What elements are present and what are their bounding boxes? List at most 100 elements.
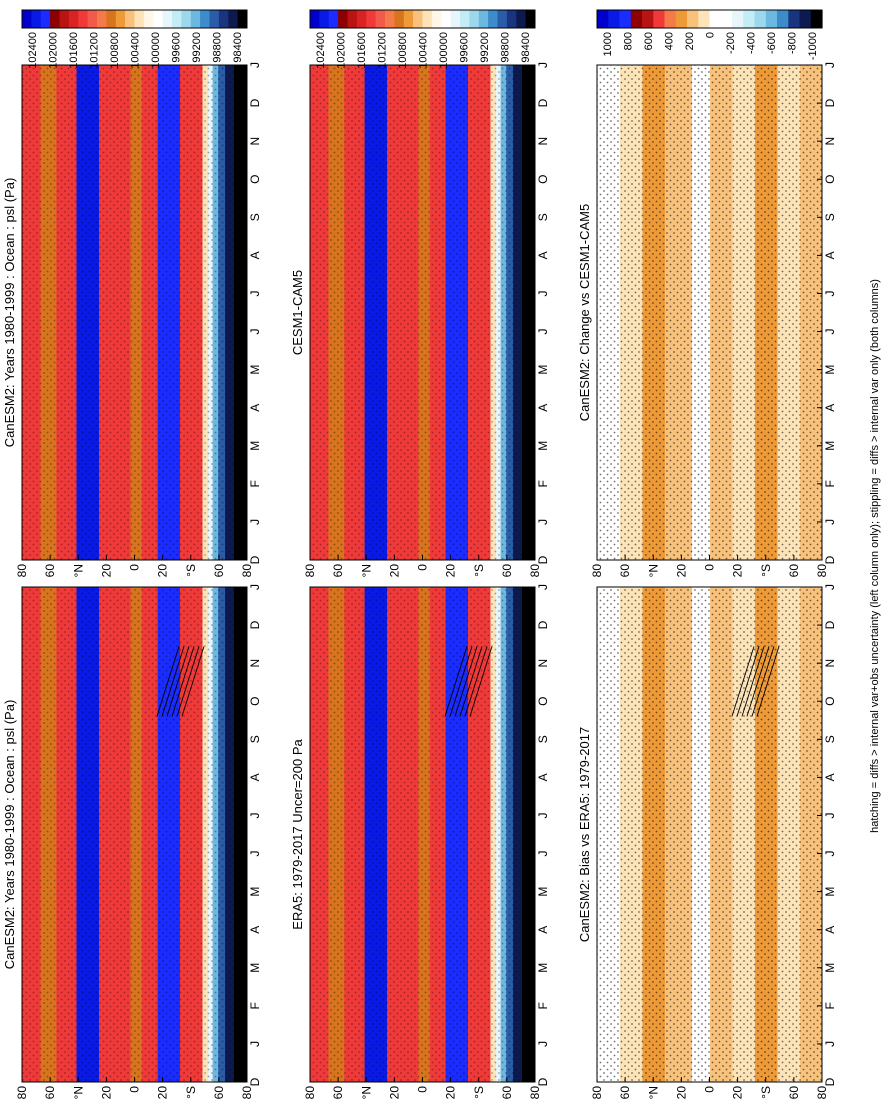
stippling — [597, 65, 822, 560]
lat-label: 60 — [212, 1086, 226, 1100]
month-label: O — [536, 697, 550, 706]
lat-label: 60 — [787, 564, 801, 578]
lat-label: 60 — [331, 564, 345, 578]
colorbar-swatch — [525, 10, 536, 28]
colorbar-swatch — [516, 10, 527, 28]
panel-title: CanESM2: Bias vs ERA5: 1979-2017 — [577, 727, 592, 942]
hatch-line — [459, 646, 483, 717]
colorbar-swatch — [200, 10, 210, 28]
month-label: F — [536, 1002, 550, 1009]
panel-p4: D J F M A M J J A S O N D J 80 60 °N 20 0 20 °S 60 80 CESM1-CAM… — [290, 9, 550, 578]
colorbar-swatch — [642, 10, 654, 28]
month-label: S — [536, 213, 550, 221]
colorbar-swatch — [328, 10, 339, 28]
colorbar-swatch — [31, 10, 42, 28]
lat-label: 60 — [43, 564, 57, 578]
month-label: D — [536, 555, 550, 564]
month-label: A — [248, 404, 262, 412]
month-label: J — [823, 851, 837, 857]
colorbar-swatch — [209, 10, 220, 28]
month-label: O — [823, 697, 837, 706]
colorbar-swatch — [125, 10, 135, 28]
hatch-line — [464, 646, 488, 717]
lat-label: 20 — [731, 1086, 745, 1100]
colorbar-label: 102400 — [27, 32, 39, 69]
lat-label: 0 — [416, 564, 430, 571]
colorbar-swatch — [68, 10, 79, 28]
colorbar-label: -1000 — [807, 32, 819, 60]
lat-label: 80 — [590, 564, 604, 578]
panel-title: CanESM2: Years 1980-1999 : Ocean : psl (… — [2, 178, 17, 448]
lat-label: 60 — [500, 564, 514, 578]
month-label: A — [823, 404, 837, 412]
colorbar-label: 0 — [705, 32, 717, 38]
month-label: O — [248, 175, 262, 184]
lat-label: 80 — [303, 564, 317, 578]
colorbar-label: 600 — [643, 32, 655, 50]
hatch-line — [171, 646, 195, 717]
month-label: A — [536, 926, 550, 934]
lat-label: °S — [184, 1086, 198, 1099]
lat-label: °N — [71, 1086, 85, 1099]
colorbar-label: 99600 — [170, 32, 182, 63]
colorbar-label: 99600 — [458, 32, 470, 63]
lat-label: °N — [646, 1086, 660, 1099]
month-label: J — [823, 584, 837, 590]
lat-label: 0 — [416, 1086, 430, 1093]
month-label: D — [823, 555, 837, 564]
colorbar-label: 98400 — [232, 32, 244, 63]
field-p1 — [22, 587, 248, 1082]
colorbar-label: 100000 — [438, 32, 450, 69]
colorbar-swatch — [356, 10, 367, 28]
lat-label: 80 — [528, 1086, 542, 1100]
colorbar-swatch — [765, 10, 778, 28]
hatch-line — [756, 646, 780, 717]
lat-label: 0 — [128, 1086, 142, 1093]
month-label: D — [823, 620, 837, 629]
hatch-line — [444, 646, 468, 717]
month-label: J — [536, 62, 550, 68]
hatch-line — [166, 646, 190, 717]
field-p4 — [310, 65, 536, 560]
colorbar-swatch — [97, 10, 107, 28]
month-label: J — [248, 329, 262, 335]
colorbar-swatch — [506, 10, 517, 28]
colorbar-label: 101600 — [68, 32, 80, 69]
colorbar-label: 1000 — [602, 32, 614, 56]
colorbar-swatch — [40, 10, 51, 28]
lat-label: °N — [359, 564, 373, 577]
lat-label: 80 — [590, 1086, 604, 1100]
month-label: S — [536, 735, 550, 743]
lat-label: 80 — [240, 564, 254, 578]
colorbar-swatch — [228, 10, 239, 28]
lat-label: 60 — [618, 1086, 632, 1100]
month-label: M — [536, 887, 550, 897]
colorbar-swatch — [664, 10, 677, 28]
lat-label: 80 — [15, 1086, 29, 1100]
month-label: S — [248, 735, 262, 743]
colorbar-swatch — [78, 10, 89, 28]
colorbar-swatch — [394, 10, 405, 28]
colorbar-label: 100800 — [109, 32, 121, 69]
month-label: J — [248, 812, 262, 818]
colorbar-swatch — [134, 10, 145, 28]
month-label: J — [248, 519, 262, 525]
hatch-line — [176, 646, 200, 717]
lat-label: 80 — [815, 564, 829, 578]
colorbar-swatch — [460, 10, 470, 28]
colorbar-swatch — [115, 10, 126, 28]
colorbar-label: 102000 — [336, 32, 348, 69]
colorbar-swatch — [385, 10, 395, 28]
month-label: A — [536, 251, 550, 259]
lat-label: 20 — [156, 564, 170, 578]
lat-label: 80 — [303, 1086, 317, 1100]
panel-title: CanESM2: Change vs CESM1-CAM5 — [577, 204, 592, 421]
month-label: J — [823, 329, 837, 335]
month-label: J — [248, 584, 262, 590]
colorbar-swatch — [366, 10, 377, 28]
colorbar-swatch — [431, 10, 442, 28]
month-label: J — [536, 1041, 550, 1047]
month-label: A — [823, 926, 837, 934]
colorbar-swatch — [375, 10, 386, 28]
